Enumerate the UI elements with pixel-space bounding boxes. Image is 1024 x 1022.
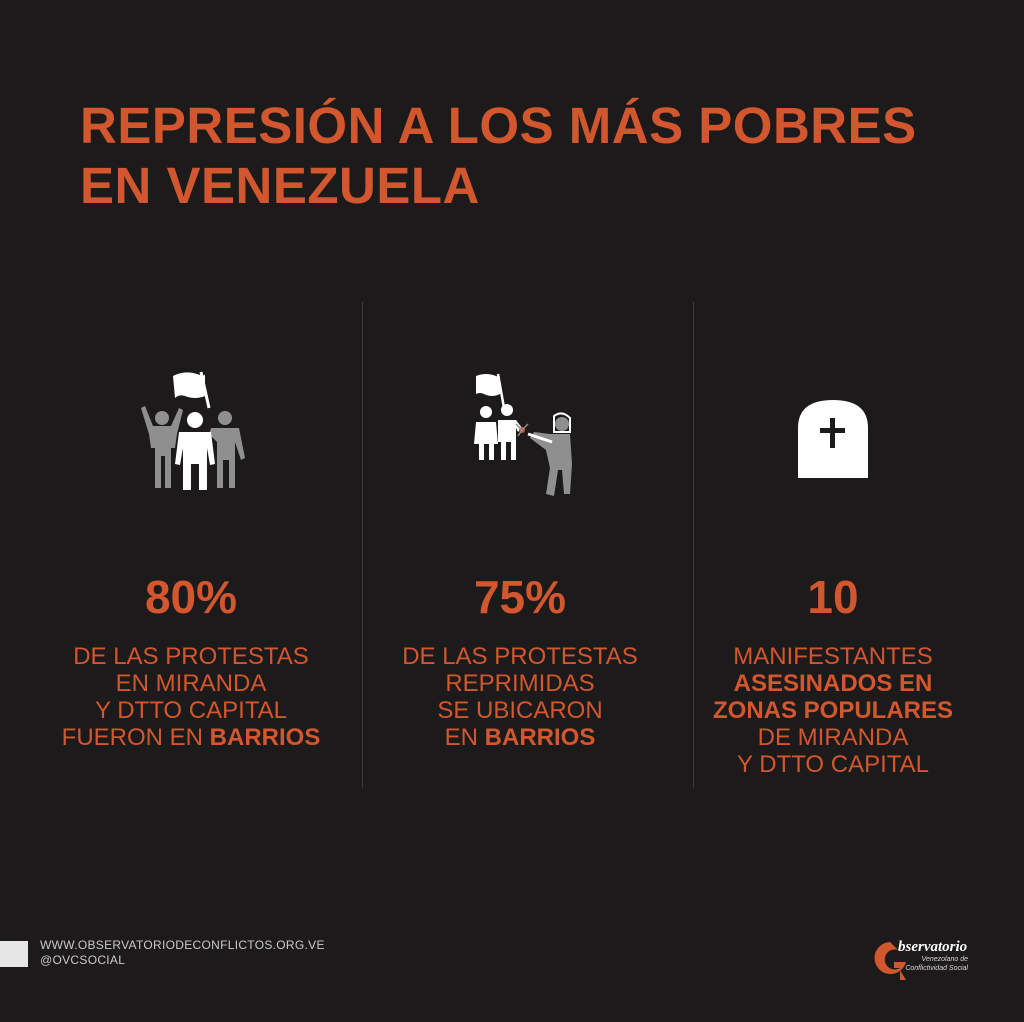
footer-credits: WWW.OBSERVATORIODECONFLICTOS.ORG.VE @OVC… [40, 938, 325, 968]
description-line: SE UBICARON [437, 697, 603, 724]
description-text: FUERON EN [61, 724, 210, 751]
description-line: REPRIMIDAS [445, 670, 595, 697]
riot-police-repression-icon [474, 373, 572, 496]
description-line: ZONAS POPULARES [673, 697, 993, 724]
description-line: DE LAS PROTESTAS [73, 643, 309, 670]
logo-subtitle-line: Conflictividad Social [905, 965, 968, 972]
description-emphasis: ASESINADOS EN [733, 670, 933, 697]
description-line: Y DTTO CAPITAL [94, 697, 288, 724]
description-emphasis: BARRIOS [209, 724, 321, 751]
description-line: Y DTTO CAPITAL [736, 751, 930, 778]
observatorio-logo: bservatorio Venezolano de Conflictividad… [872, 936, 982, 984]
stat-description: DE LAS PROTESTAS EN MIRANDA Y DTTO CAPIT… [31, 643, 351, 751]
website-link[interactable]: WWW.OBSERVATORIODECONFLICTOS.ORG.VE [40, 938, 325, 952]
logo-subtitle: Venezolano de Conflictividad Social [902, 955, 968, 973]
description-emphasis: BARRIOS [484, 724, 596, 751]
stat-value: 10 [807, 571, 859, 623]
page-title: REPRESIÓN A LOS MÁS POBRES EN VENEZUELA [80, 96, 980, 216]
logo-mark-icon [874, 942, 906, 980]
social-handle[interactable]: @OVCSOCIAL [40, 953, 126, 967]
description-line: MANIFESTANTES [733, 643, 933, 670]
description-line: DE LAS PROTESTAS [402, 643, 638, 670]
footer-square [0, 941, 28, 967]
logo-title: bservatorio [898, 939, 968, 955]
protesters-with-flag-icon [141, 371, 245, 490]
description-emphasis: ZONAS POPULARES [712, 697, 954, 724]
description-line: EN BARRIOS [360, 724, 680, 751]
stat-description: DE LAS PROTESTAS REPRIMIDAS SE UBICARON … [360, 643, 680, 751]
tombstone-cross-icon [798, 400, 868, 478]
description-line: ASESINADOS EN [673, 670, 993, 697]
title-line-2: EN VENEZUELA [80, 157, 480, 214]
description-line: DE MIRANDA [757, 724, 909, 751]
stat-description: MANIFESTANTES ASESINADOS EN ZONAS POPULA… [673, 643, 993, 778]
stat-value: 75% [473, 571, 567, 623]
column-divider [693, 302, 694, 788]
stat-value: 80% [144, 571, 238, 623]
description-line: EN MIRANDA [115, 670, 267, 697]
title-line-1: REPRESIÓN A LOS MÁS POBRES [80, 97, 917, 154]
description-text: EN [444, 724, 485, 751]
column-divider [362, 302, 363, 788]
logo-subtitle-line: Venezolano de [921, 956, 968, 963]
description-line: FUERON EN BARRIOS [31, 724, 351, 751]
